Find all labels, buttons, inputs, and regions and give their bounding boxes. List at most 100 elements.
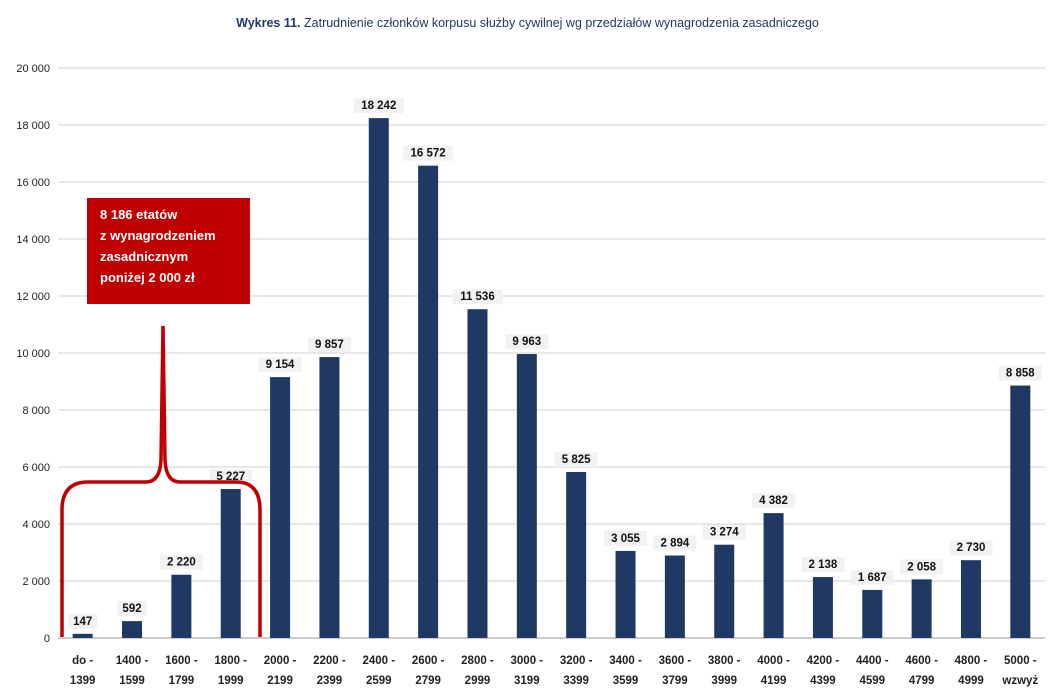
bars [72,118,1031,638]
x-category-label: 2400 - [362,655,395,667]
callout-line: zasadnicznym [100,249,189,264]
data-label: 18 242 [361,100,396,112]
bar [960,560,981,638]
bar [664,555,685,638]
bar [812,577,833,638]
y-tick-label: 4 000 [22,519,50,531]
chart-title-text: Zatrudnienie członków korpusu służby cyw… [300,16,819,30]
x-category-label: 3600 - [659,655,692,667]
callout-line: 8 186 etatów [100,207,178,222]
y-tick-label: 20 000 [16,63,50,75]
y-tick-label: 12 000 [16,291,50,303]
bar [714,544,735,638]
x-category-label: 3599 [613,675,639,687]
x-category-label: 3399 [563,675,589,687]
data-label: 4 382 [759,495,788,507]
bar [862,589,883,638]
data-label: 2 058 [907,561,936,573]
data-label-bg [801,557,845,573]
callout-box: 8 186 etatów z wynagrodzeniem zasadniczn… [87,198,250,304]
x-category-label: 3400 - [609,655,642,667]
x-axis-categories: do - 1399 1400 - 1599 1600 - 1799 1800 - 1999 20… [70,655,1039,687]
data-label: 2 138 [809,559,838,571]
data-label-bg [949,540,993,556]
bar [418,165,439,638]
data-label: 3 055 [611,533,640,545]
y-tick-label: 2 000 [22,576,50,588]
data-label-bg [68,613,98,629]
data-label: 11 536 [460,291,495,303]
x-category-label: 2799 [415,675,441,687]
data-label: 2 220 [167,557,196,569]
x-category-label: 2599 [366,675,392,687]
y-tick-label: 0 [44,633,50,645]
chart-title: Wykres 11. Zatrudnienie członków korpusu… [0,16,1055,30]
bar [911,579,932,638]
bar [171,574,192,638]
bracket-annotation [60,325,262,637]
x-category-label: 1399 [70,675,96,687]
chart-title-number: Wykres 11. [236,16,301,30]
gridlines [58,67,1045,639]
x-category-label: 5000 - [1004,655,1037,667]
data-label: 16 572 [411,148,446,160]
data-label: 9 154 [266,359,295,371]
x-category-label: 4599 [859,675,885,687]
bar [516,354,537,638]
y-axis-ticks: 0 2 000 4 000 6 000 8 000 10 000 12 000 14 000 1… [16,63,50,645]
x-category-label: 4999 [958,675,984,687]
x-category-label: 2399 [317,675,343,687]
x-category-label: 4800 - [955,655,988,667]
x-category-label: 4000 - [757,655,790,667]
y-tick-label: 16 000 [16,177,50,189]
data-label: 147 [73,616,92,628]
bar [566,471,587,638]
data-label-bg [505,334,549,350]
data-label-bg [702,524,746,540]
bar [368,118,389,638]
x-category-label: 1599 [119,675,145,687]
data-label-bg [850,569,894,585]
x-category-label: 2200 - [313,655,346,667]
x-category-label: 1600 - [165,655,198,667]
data-label: 1 687 [858,572,887,584]
data-label: 2 730 [957,542,986,554]
data-labels: 147 592 2 220 5 227 9 154 9 857 18 242 16 572 11… [68,98,1042,629]
data-label: 9 857 [315,339,344,351]
callout-line: z wynagrodzeniem [100,228,216,243]
y-tick-label: 10 000 [16,348,50,360]
x-category-label: 1999 [218,675,244,687]
data-label-bg [159,554,203,570]
bar [467,309,488,638]
x-category-label: 3200 - [560,655,593,667]
y-tick-label: 14 000 [16,234,50,246]
data-label: 2 894 [660,538,689,550]
callout-line: poniżej 2 000 zł [100,270,195,285]
bar [122,621,143,638]
x-category-label: 2999 [465,675,491,687]
data-label-bg [998,365,1042,381]
y-tick-label: 8 000 [22,405,50,417]
data-label: 8 858 [1006,368,1035,380]
data-label: 5 825 [562,454,591,466]
x-category-label: 4200 - [807,655,840,667]
x-category-label: 2800 - [461,655,494,667]
data-label-bg [653,535,697,551]
bar [319,357,340,638]
x-category-label: 4400 - [856,655,889,667]
data-label: 9 963 [512,336,541,348]
data-label-bg [403,145,454,161]
data-label-bg [353,98,404,114]
data-label: 3 274 [710,527,739,539]
x-category-label: 4600 - [905,655,938,667]
x-category-label: do - [72,655,93,667]
bar [1010,385,1031,638]
x-category-label: 4199 [761,675,787,687]
data-label: 5 227 [216,471,245,483]
data-label-bg [752,493,796,509]
bar [72,633,93,638]
x-category-label: 4799 [909,675,935,687]
bar [763,513,784,638]
bar [270,377,291,638]
